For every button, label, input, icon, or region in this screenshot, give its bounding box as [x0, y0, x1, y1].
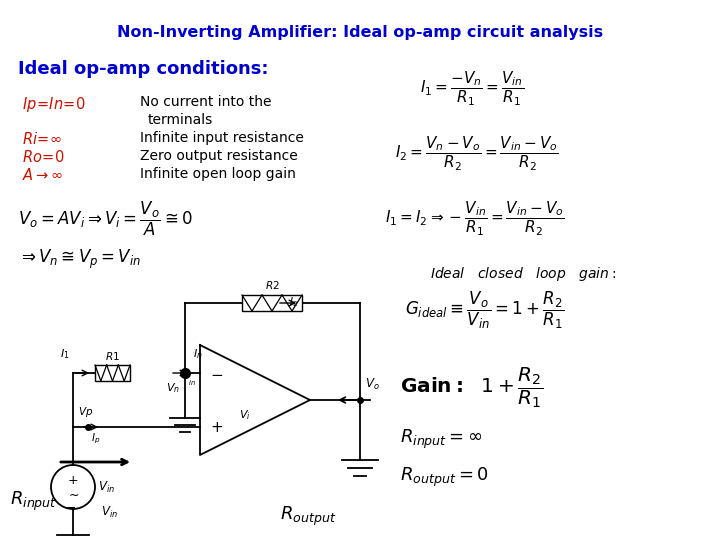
Text: $V_n$: $V_n$: [166, 381, 180, 395]
Text: $R_{input}$: $R_{input}$: [10, 490, 58, 513]
Text: $_{in}$: $_{in}$: [188, 378, 196, 388]
Text: $\it{Ro\!=\!0}$: $\it{Ro\!=\!0}$: [22, 149, 65, 165]
Text: $V_o = AV_i \Rightarrow V_i = \dfrac{V_o}{A} \cong 0$: $V_o = AV_i \Rightarrow V_i = \dfrac{V_o…: [18, 200, 193, 238]
Text: $R_{output}$: $R_{output}$: [280, 505, 336, 528]
Text: $V_o$: $V_o$: [365, 377, 379, 392]
Text: $I_1$: $I_1$: [60, 347, 70, 361]
Text: $Vp$: $Vp$: [78, 405, 93, 419]
Text: $R_{output} = 0$: $R_{output} = 0$: [400, 466, 489, 489]
Text: $I_1 = I_2 \Rightarrow -\dfrac{V_{in}}{R_1} = \dfrac{V_{in} - V_o}{R_2}$: $I_1 = I_2 \Rightarrow -\dfrac{V_{in}}{R…: [385, 200, 564, 238]
Bar: [95, 365, 130, 381]
Text: $+$: $+$: [68, 474, 78, 487]
Text: Infinite input resistance: Infinite input resistance: [140, 131, 304, 145]
Text: No current into the: No current into the: [140, 95, 271, 109]
Text: $I_2$: $I_2$: [289, 295, 298, 309]
Text: Infinite open loop gain: Infinite open loop gain: [140, 167, 296, 181]
Text: Non-Inverting Amplifier: Ideal op-amp circuit analysis: Non-Inverting Amplifier: Ideal op-amp ci…: [117, 25, 603, 40]
Text: $\it{Ip\!=\!In\!=\!0}$: $\it{Ip\!=\!In\!=\!0}$: [22, 95, 86, 114]
Text: $G_{ideal} \equiv \dfrac{V_o}{V_{in}} = 1 + \dfrac{R_2}{R_1}$: $G_{ideal} \equiv \dfrac{V_o}{V_{in}} = …: [405, 290, 564, 331]
Text: $V_{in}$: $V_{in}$: [98, 480, 115, 495]
Text: $R1$: $R1$: [104, 350, 120, 362]
Text: $\it{Ri\!=\!\infty}$: $\it{Ri\!=\!\infty}$: [22, 131, 62, 147]
Text: $+$: $+$: [210, 420, 223, 435]
Text: $I_1 = \dfrac{-V_n}{R_1} = \dfrac{V_{in}}{R_1}$: $I_1 = \dfrac{-V_n}{R_1} = \dfrac{V_{in}…: [420, 70, 524, 108]
Text: $\mathit{Ideal\ \ \ closed\ \ \ loop\ \ \ gain:}$: $\mathit{Ideal\ \ \ closed\ \ \ loop\ \ …: [430, 265, 616, 283]
Text: Zero output resistance: Zero output resistance: [140, 149, 298, 163]
Text: terminals: terminals: [148, 113, 213, 127]
Text: $I_2 = \dfrac{V_n - V_o}{R_2} = \dfrac{V_{in} - V_o}{R_2}$: $I_2 = \dfrac{V_n - V_o}{R_2} = \dfrac{V…: [395, 135, 559, 173]
Text: Ideal op-amp conditions:: Ideal op-amp conditions:: [18, 60, 269, 78]
Text: $R_{input} = \infty$: $R_{input} = \infty$: [400, 428, 482, 451]
Text: $\mathbf{Gain:}\ \ 1+\dfrac{R_2}{R_1}$: $\mathbf{Gain:}\ \ 1+\dfrac{R_2}{R_1}$: [400, 365, 544, 410]
Text: $\sim$: $\sim$: [66, 488, 80, 501]
Text: $-$: $-$: [66, 501, 76, 514]
Text: $I_n$: $I_n$: [193, 347, 202, 361]
Text: $R2$: $R2$: [265, 279, 279, 291]
Text: $\Rightarrow V_n \cong V_p = V_{in}$: $\Rightarrow V_n \cong V_p = V_{in}$: [18, 248, 141, 271]
Text: $V_{in}$: $V_{in}$: [101, 505, 118, 520]
Text: $\it{A} \rightarrow \it{\infty}$: $\it{A} \rightarrow \it{\infty}$: [22, 167, 63, 183]
Text: $V_i$: $V_i$: [239, 408, 251, 422]
Text: $I_p$: $I_p$: [91, 432, 100, 447]
Polygon shape: [200, 345, 310, 455]
Text: $-$: $-$: [210, 366, 223, 381]
Bar: [242, 295, 302, 311]
